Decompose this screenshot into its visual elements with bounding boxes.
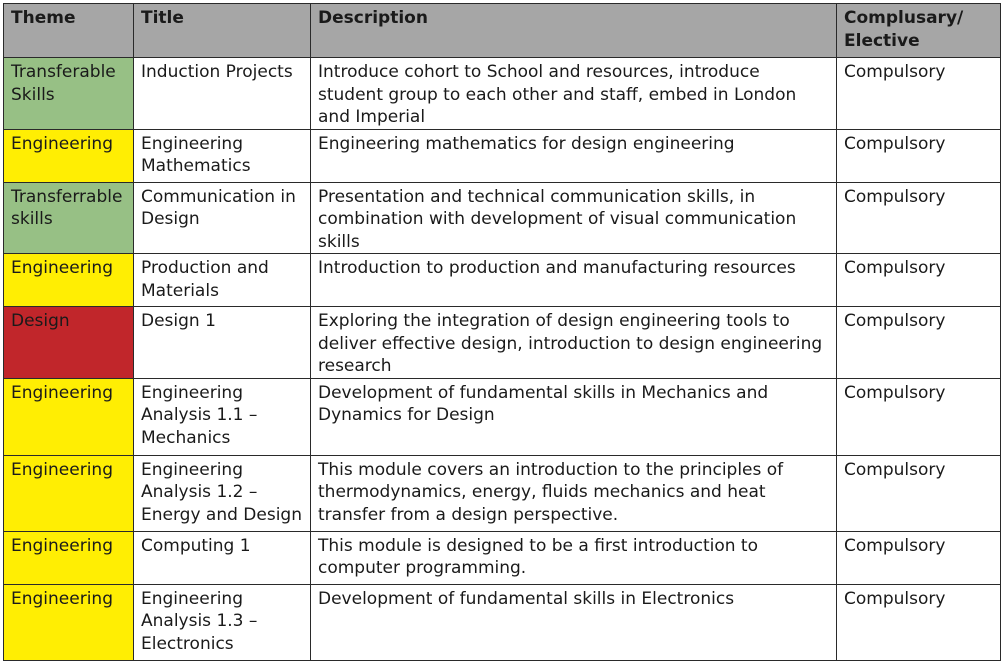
theme-cell: Transferable Skills — [3, 57, 134, 130]
table-row: Engineering Production and Materials Int… — [3, 253, 1001, 307]
title-cell: Induction Projects — [133, 57, 311, 130]
description-cell: Development of fundamental skills in Ele… — [310, 583, 837, 661]
compulsory-cell: Compulsory — [836, 306, 1001, 379]
table-header: Theme Title Description Complusary/ Elec… — [3, 3, 1001, 58]
table-row: Design Design 1 Exploring the integratio… — [3, 306, 1001, 379]
title-cell: Engineering Analysis 1.3 – Electronics — [133, 583, 311, 661]
table-row: Engineering Computing 1 This module is d… — [3, 530, 1001, 585]
table-body: Transferable Skills Induction Projects I… — [3, 57, 1001, 661]
header-theme: Theme — [3, 3, 134, 58]
table-row: Transferable Skills Induction Projects I… — [3, 57, 1001, 130]
header-compulsory-elective: Complusary/ Elective — [836, 3, 1001, 58]
compulsory-cell: Compulsory — [836, 583, 1001, 661]
description-cell: This module covers an introduction to th… — [310, 454, 837, 532]
theme-cell: Engineering — [3, 377, 134, 456]
title-cell: Engineering Analysis 1.1 – Mechanics — [133, 377, 311, 456]
compulsory-cell: Compulsory — [836, 377, 1001, 456]
table-row: Engineering Engineering Analysis 1.3 – E… — [3, 583, 1001, 661]
description-cell: Presentation and technical communication… — [310, 181, 837, 254]
compulsory-cell: Compulsory — [836, 530, 1001, 585]
compulsory-cell: Compulsory — [836, 454, 1001, 532]
theme-cell: Design — [3, 306, 134, 379]
title-cell: Engineering Analysis 1.2 – Energy and De… — [133, 454, 311, 532]
title-cell: Communication in Design — [133, 181, 311, 254]
table-row: Transferrable skills Communication in De… — [3, 181, 1001, 254]
compulsory-cell: Compulsory — [836, 57, 1001, 130]
theme-cell: Engineering — [3, 128, 134, 183]
title-cell: Computing 1 — [133, 530, 311, 585]
theme-cell: Engineering — [3, 454, 134, 532]
table-row: Engineering Engineering Analysis 1.1 – M… — [3, 377, 1001, 456]
theme-cell: Engineering — [3, 253, 134, 307]
header-row: Theme Title Description Complusary/ Elec… — [3, 3, 1001, 58]
header-title: Title — [133, 3, 311, 58]
theme-cell: Engineering — [3, 583, 134, 661]
table-row: Engineering Engineering Mathematics Engi… — [3, 128, 1001, 183]
description-cell: Development of fundamental skills in Mec… — [310, 377, 837, 456]
title-cell: Design 1 — [133, 306, 311, 379]
title-cell: Production and Materials — [133, 253, 311, 307]
description-cell: This module is designed to be a first in… — [310, 530, 837, 585]
compulsory-cell: Compulsory — [836, 253, 1001, 307]
description-cell: Introduction to production and manufactu… — [310, 253, 837, 307]
compulsory-cell: Compulsory — [836, 181, 1001, 254]
compulsory-cell: Compulsory — [836, 128, 1001, 183]
theme-cell: Transferrable skills — [3, 181, 134, 254]
title-cell: Engineering Mathematics — [133, 128, 311, 183]
description-cell: Exploring the integration of design engi… — [310, 306, 837, 379]
theme-cell: Engineering — [3, 530, 134, 585]
description-cell: Engineering mathematics for design engin… — [310, 128, 837, 183]
description-cell: Introduce cohort to School and resources… — [310, 57, 837, 130]
table-row: Engineering Engineering Analysis 1.2 – E… — [3, 454, 1001, 532]
header-description: Description — [310, 3, 837, 58]
modules-table: Theme Title Description Complusary/ Elec… — [3, 3, 1001, 661]
